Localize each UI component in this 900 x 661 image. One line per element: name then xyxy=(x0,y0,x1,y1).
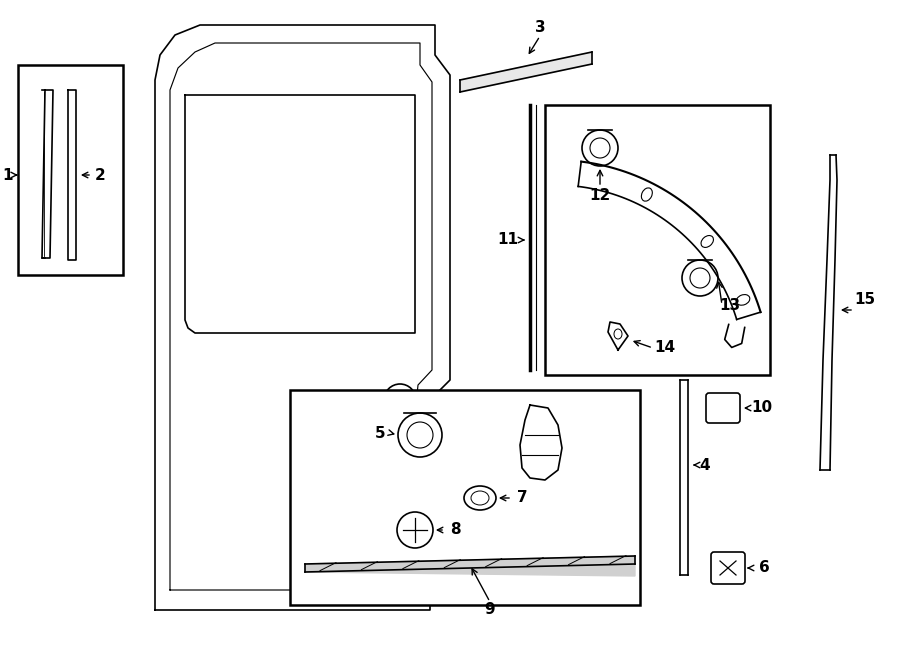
Bar xyxy=(290,390,640,605)
Text: 1: 1 xyxy=(3,167,14,182)
Text: 12: 12 xyxy=(590,188,610,202)
Text: 5: 5 xyxy=(374,426,385,440)
Text: 7: 7 xyxy=(517,490,527,506)
Text: 3: 3 xyxy=(535,20,545,36)
Text: 8: 8 xyxy=(450,522,460,537)
Bar xyxy=(545,105,770,375)
Text: 9: 9 xyxy=(485,602,495,617)
Text: 10: 10 xyxy=(752,401,772,416)
Polygon shape xyxy=(460,52,592,92)
Text: 2: 2 xyxy=(94,167,105,182)
Text: 15: 15 xyxy=(854,293,876,307)
Text: 4: 4 xyxy=(699,457,710,473)
Polygon shape xyxy=(305,556,635,576)
Text: 13: 13 xyxy=(719,297,741,313)
Text: 6: 6 xyxy=(759,561,769,576)
Text: 14: 14 xyxy=(654,340,676,356)
Text: 11: 11 xyxy=(498,233,518,247)
Bar xyxy=(18,65,123,275)
